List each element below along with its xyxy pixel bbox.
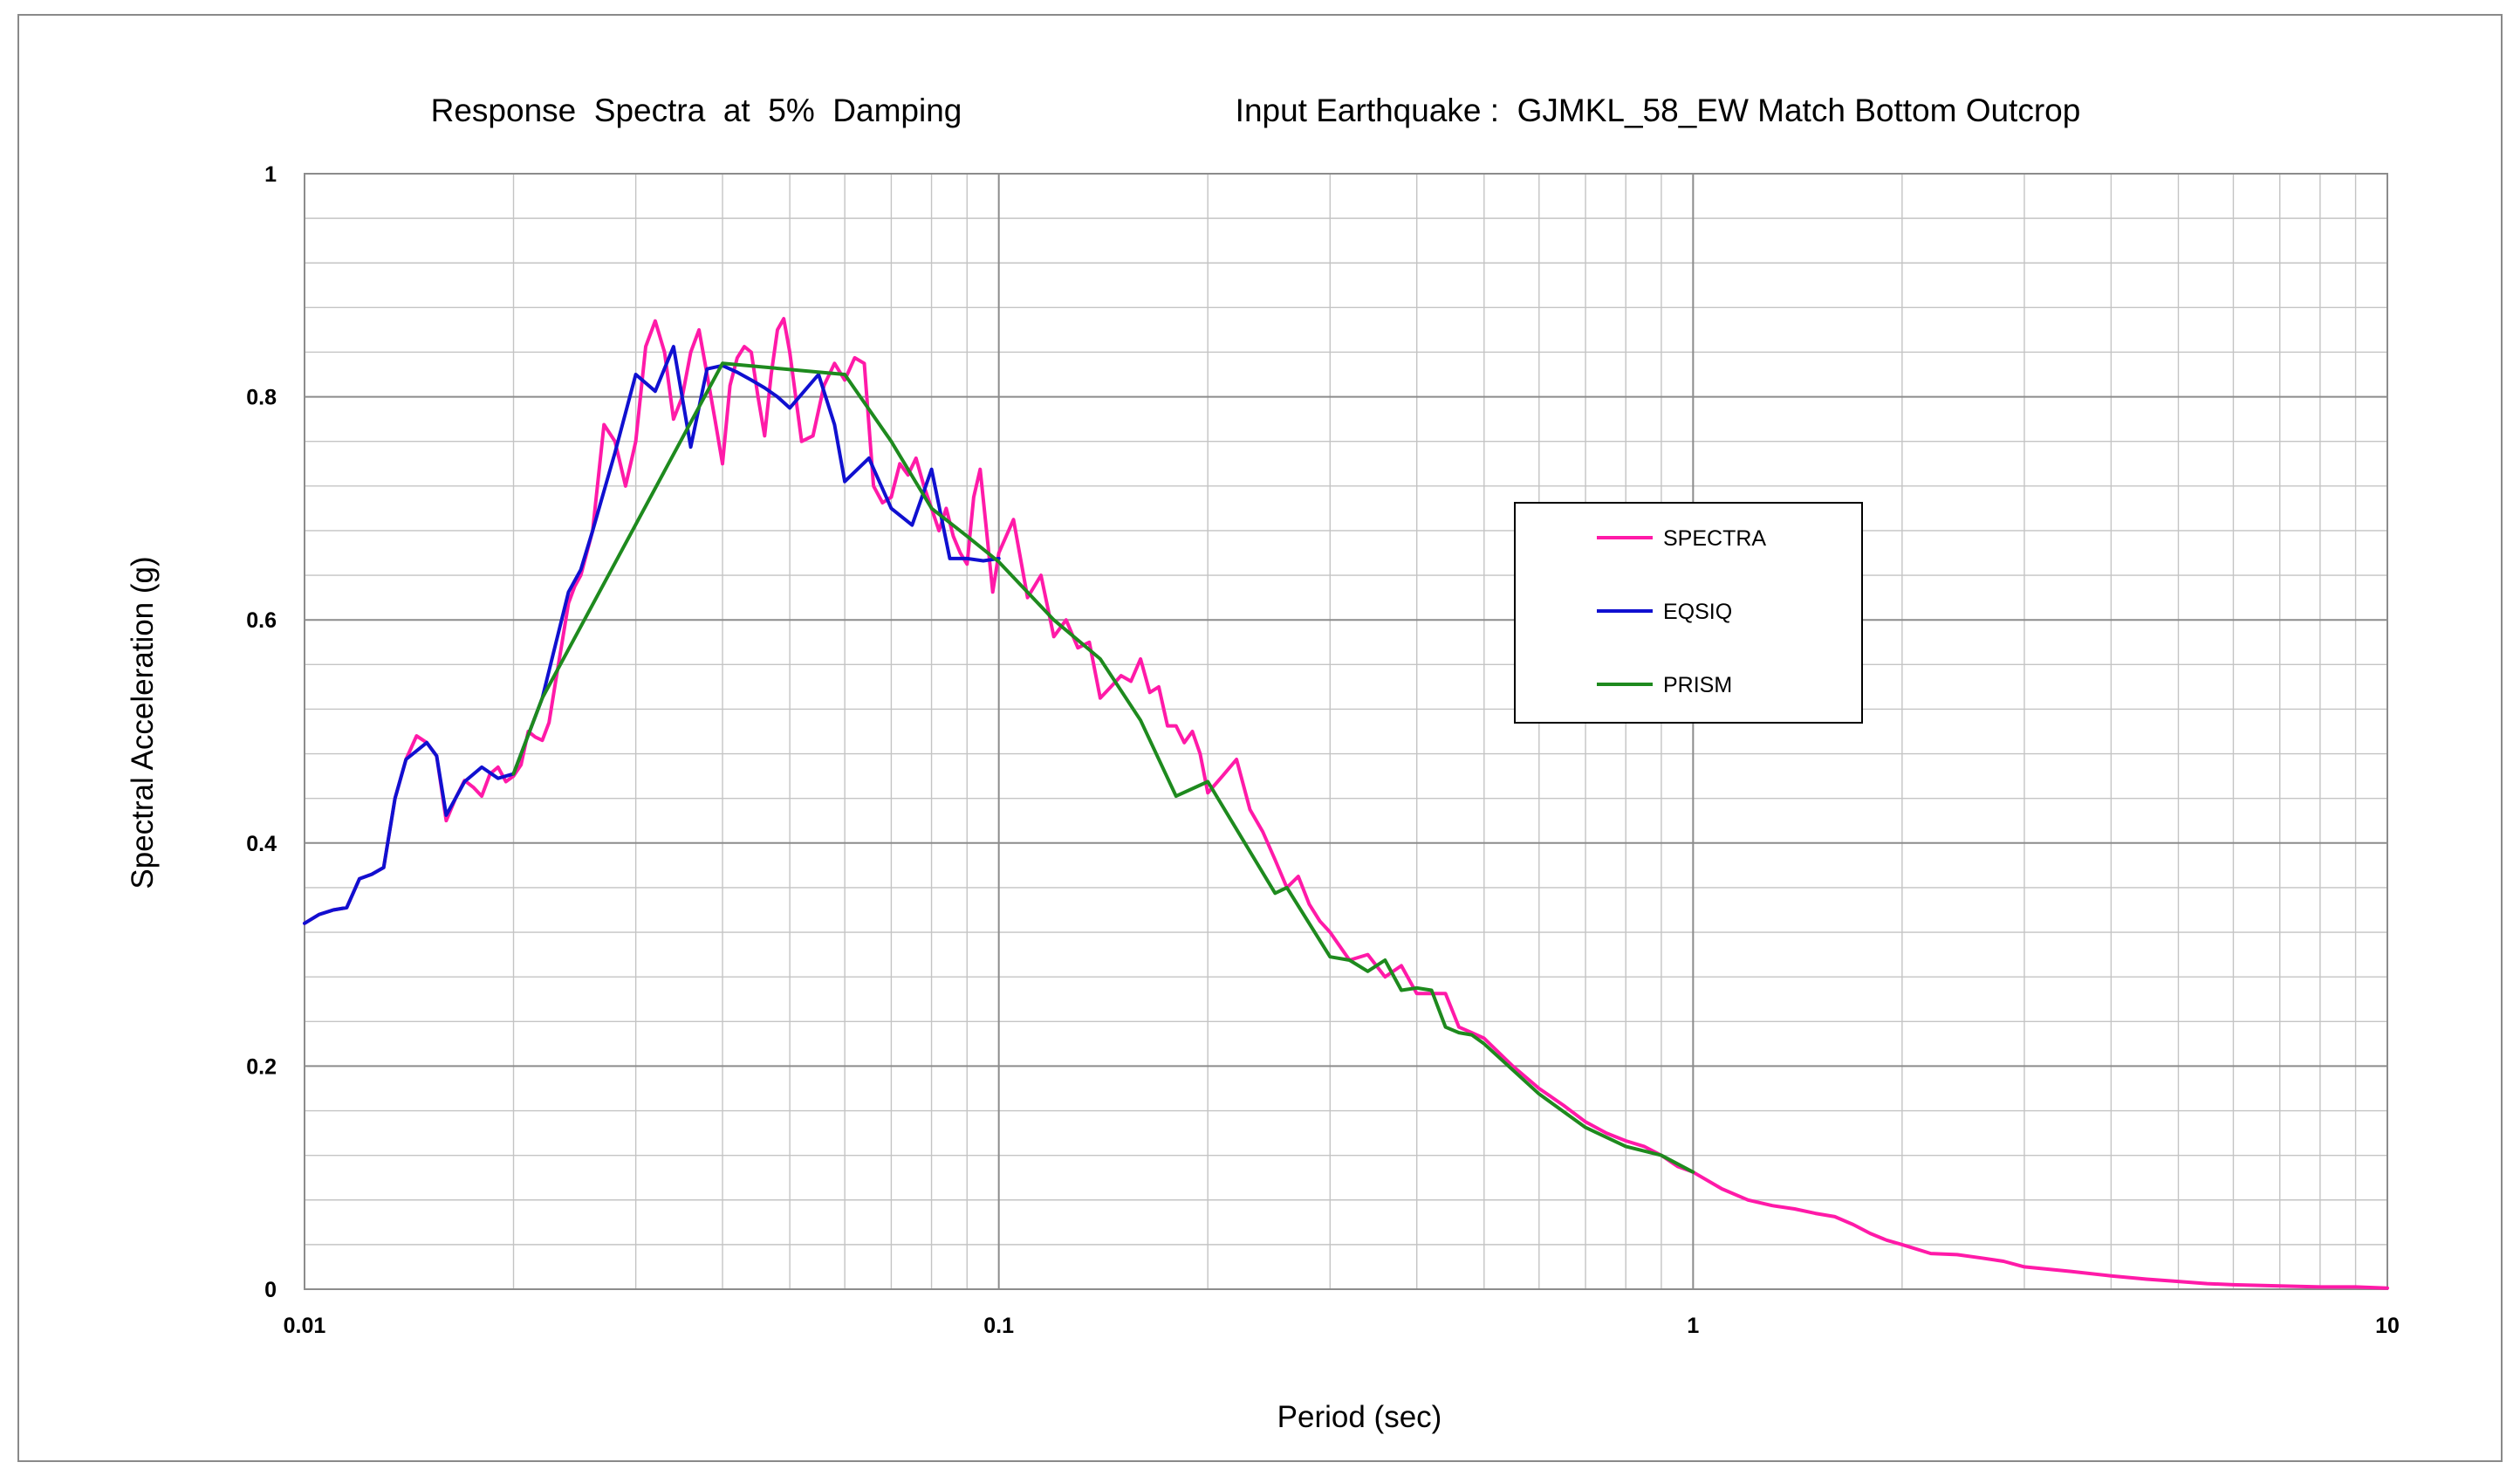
chart-title-right: Input Earthquake : GJMKL_58_EW Match Bot…	[1236, 93, 2081, 128]
x-tick-label: 10	[2375, 1314, 2400, 1338]
x-tick-label: 1	[1687, 1314, 1699, 1338]
y-tick-label: 0.6	[246, 608, 277, 633]
series-line-prism	[511, 361, 1695, 1174]
chart-title-left: Response Spectra at 5% Damping	[431, 93, 962, 128]
series-line-spectra	[303, 317, 2389, 1290]
legend-box	[1514, 502, 1863, 724]
x-tick-label: 0.1	[983, 1314, 1014, 1338]
y-axis-title: Spectral Acceleration (g)	[126, 556, 160, 889]
y-tick-label: 0.8	[246, 386, 277, 410]
x-axis-title: Period (sec)	[1277, 1400, 1442, 1434]
legend-label-eqsiq: EQSIQ	[1663, 600, 1732, 624]
y-tick-label: 0.4	[246, 832, 277, 856]
legend-label-spectra: SPECTRA	[1663, 526, 1766, 551]
y-tick-label: 0.2	[246, 1054, 277, 1079]
legend: SPECTRA EQSIQ PRISM	[1514, 502, 1863, 724]
series-line-eqsiq	[303, 345, 1001, 925]
x-tick-label: 0.01	[284, 1314, 326, 1338]
y-tick-label: 0	[264, 1278, 277, 1302]
legend-label-prism: PRISM	[1663, 673, 1732, 697]
y-tick-label: 1	[264, 162, 277, 187]
plot-area	[304, 173, 2388, 1290]
